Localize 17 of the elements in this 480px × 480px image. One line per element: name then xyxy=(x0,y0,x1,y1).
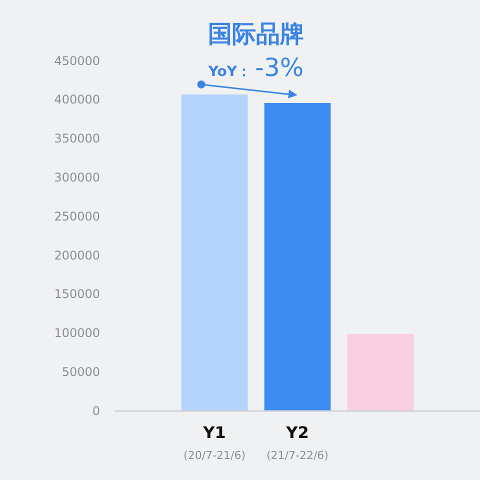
bar xyxy=(347,334,414,411)
bar xyxy=(264,103,331,411)
y-tick-label: 0 xyxy=(92,404,100,418)
y-tick-label: 300000 xyxy=(54,170,100,185)
x-tick-label: Y1 (20/7-21/6) xyxy=(184,423,246,462)
y-tick-label: 50000 xyxy=(62,364,100,379)
x-tick-label: Y2 (21/7-22/6) xyxy=(266,423,328,462)
chart-title: 国际品牌 xyxy=(208,20,304,48)
y-tick-label: 450000 xyxy=(54,54,100,68)
y-tick-label: 100000 xyxy=(54,326,100,340)
bar xyxy=(181,94,248,411)
y-tick-label: 150000 xyxy=(54,287,100,302)
y-tick-label: 250000 xyxy=(54,209,100,224)
y-tick-label: 200000 xyxy=(54,248,100,262)
y-tick-label: 400000 xyxy=(54,92,100,107)
y-tick-label: 350000 xyxy=(54,132,100,146)
annotation: YoY：-3% xyxy=(207,53,304,82)
